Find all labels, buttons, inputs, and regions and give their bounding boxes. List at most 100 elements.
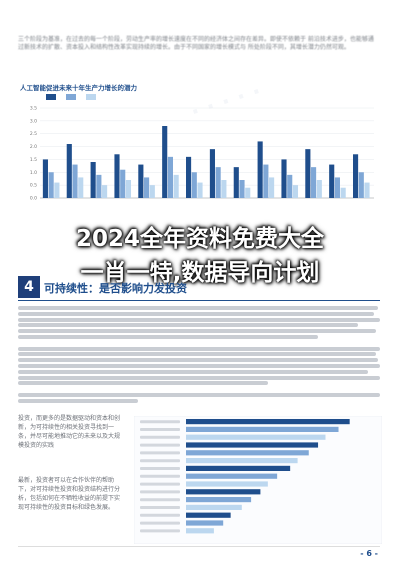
intro-paragraph: 三个阶段为基准，在过去的每一个阶段，劳动生产率的增长速度在不同的经济体之间存在差… [18,36,378,52]
chart1-bar [340,187,346,198]
chart1-bar [329,164,335,198]
chart1-ytick-label: 0.5 [30,183,37,189]
legend-swatch-series3 [86,94,96,100]
chart2-row-label [140,490,180,494]
chart1-ytick-label: 0.0 [30,196,37,202]
body-text-line [18,311,374,316]
chart2-bar [186,497,252,503]
chart2-bar [186,458,298,464]
ranking-chart [134,404,382,544]
chart1-bar [215,167,221,198]
body-text-line [18,306,378,310]
body-text-line [18,329,376,334]
chart2-row-label [140,474,180,478]
chart2-row-label [140,443,180,447]
overlay-headline: 2024全年资料免费大全 一肖一特,数据导向计划 [0,222,400,290]
headline-line1: 2024全年资料免费大全 [75,226,324,252]
chart2-bar [186,489,261,495]
section-number-badge: 4 [18,276,40,298]
chart1-bar [54,182,60,198]
chart1-ytick-label: 1.0 [30,170,37,176]
chart2-row-label [140,451,180,455]
chart1-bar [102,185,108,198]
body-text-line [18,375,380,380]
chart1-bar [305,149,311,198]
chart1-bar [162,126,168,198]
chart1-bar [334,177,340,198]
chart2-row-label [140,420,180,424]
legend-swatch-series1 [46,94,56,100]
body-text-line [18,352,376,357]
chart1-bar [144,177,150,198]
chart1-bar [90,162,96,198]
chart2-row-label [140,513,180,517]
chart1-bar [78,177,84,198]
note-paragraph-2: 最新，投资者可以在合作伙伴的帮助下，对可持续性投资和投资结构进行分析，包括如何在… [18,477,121,511]
chart2-bar [186,473,278,479]
chart2-row-label [140,467,180,470]
chart1-bar [257,141,263,198]
chart2-bar [186,504,242,510]
chart2-bar [186,419,350,425]
body-text-line [18,346,380,351]
chart1-bar [197,182,203,198]
body-text-line [18,381,268,386]
chart2-row-label [140,498,180,502]
chart2-bar [186,481,268,487]
chart1-title: 人工智能促进未来十年生产力增长的潜力 [20,84,137,92]
chart1-bar [233,167,239,198]
chart2-row-label [140,506,180,509]
chart1-ytick-label: 2.0 [30,144,37,150]
chart1-bar [311,167,317,198]
body-text-line [18,364,380,368]
chart1-bar [173,174,179,198]
chart1-bar [125,180,132,198]
chart2-bar [186,426,339,432]
chart1-bar [281,159,287,198]
chart1-bar [149,185,155,198]
chart1-bar [191,172,197,198]
chart1-bar [72,164,78,198]
chart2-row-label [140,459,180,463]
chart1-bar [292,185,299,198]
chart1-bar [245,187,251,198]
body-text-line [18,335,318,339]
chart1-bar [167,156,173,198]
headline-line2: 一肖一特,数据导向计划 [80,260,320,286]
chart2-row-label [140,521,180,525]
chart1-bar [138,164,144,198]
chart1-ytick-label: 2.5 [30,131,37,137]
body-text-line [18,317,380,322]
legend-swatch-series2 [66,94,76,100]
chart1-bar [66,144,72,198]
chart2-row-label [140,482,180,486]
chart1-bar [316,180,322,198]
chart1-bar [114,154,120,198]
chart1-bar [353,154,359,198]
page-number: - 6 - [360,549,378,558]
intro-text: 三个阶段为基准，在过去的每一个阶段，劳动生产率的增长速度在不同的经济体之间存在差… [18,36,374,51]
chart1-bar [120,169,126,198]
chart2-bar [186,442,319,448]
chart1-ytick-label: 1.5 [30,157,37,163]
body-text-line [18,393,380,397]
chart2-bar [186,520,224,526]
chart1-legend [46,94,96,100]
chart1-bar [263,164,269,198]
chart2-row-label [140,428,180,431]
legend-item-series1 [46,94,56,100]
chart1-bar [186,156,192,198]
chart2-bar [186,465,291,471]
chart1-bar [42,159,48,198]
chart2-row-label [140,529,180,533]
productivity-chart: 人工智能促进未来十年生产力增长的潜力 0.0 0.5 1.0 1.5 2.0 2.5 3.0… [18,82,378,210]
chart1-bar [221,180,227,198]
chart1-bar [96,174,102,198]
chart1-bar [269,177,275,198]
footer-divider [18,546,380,547]
body-text-line [18,398,138,403]
chart1-bar [239,180,245,198]
body-text-line [18,369,368,374]
chart1-bar [364,182,370,198]
body-text-line [18,323,358,328]
